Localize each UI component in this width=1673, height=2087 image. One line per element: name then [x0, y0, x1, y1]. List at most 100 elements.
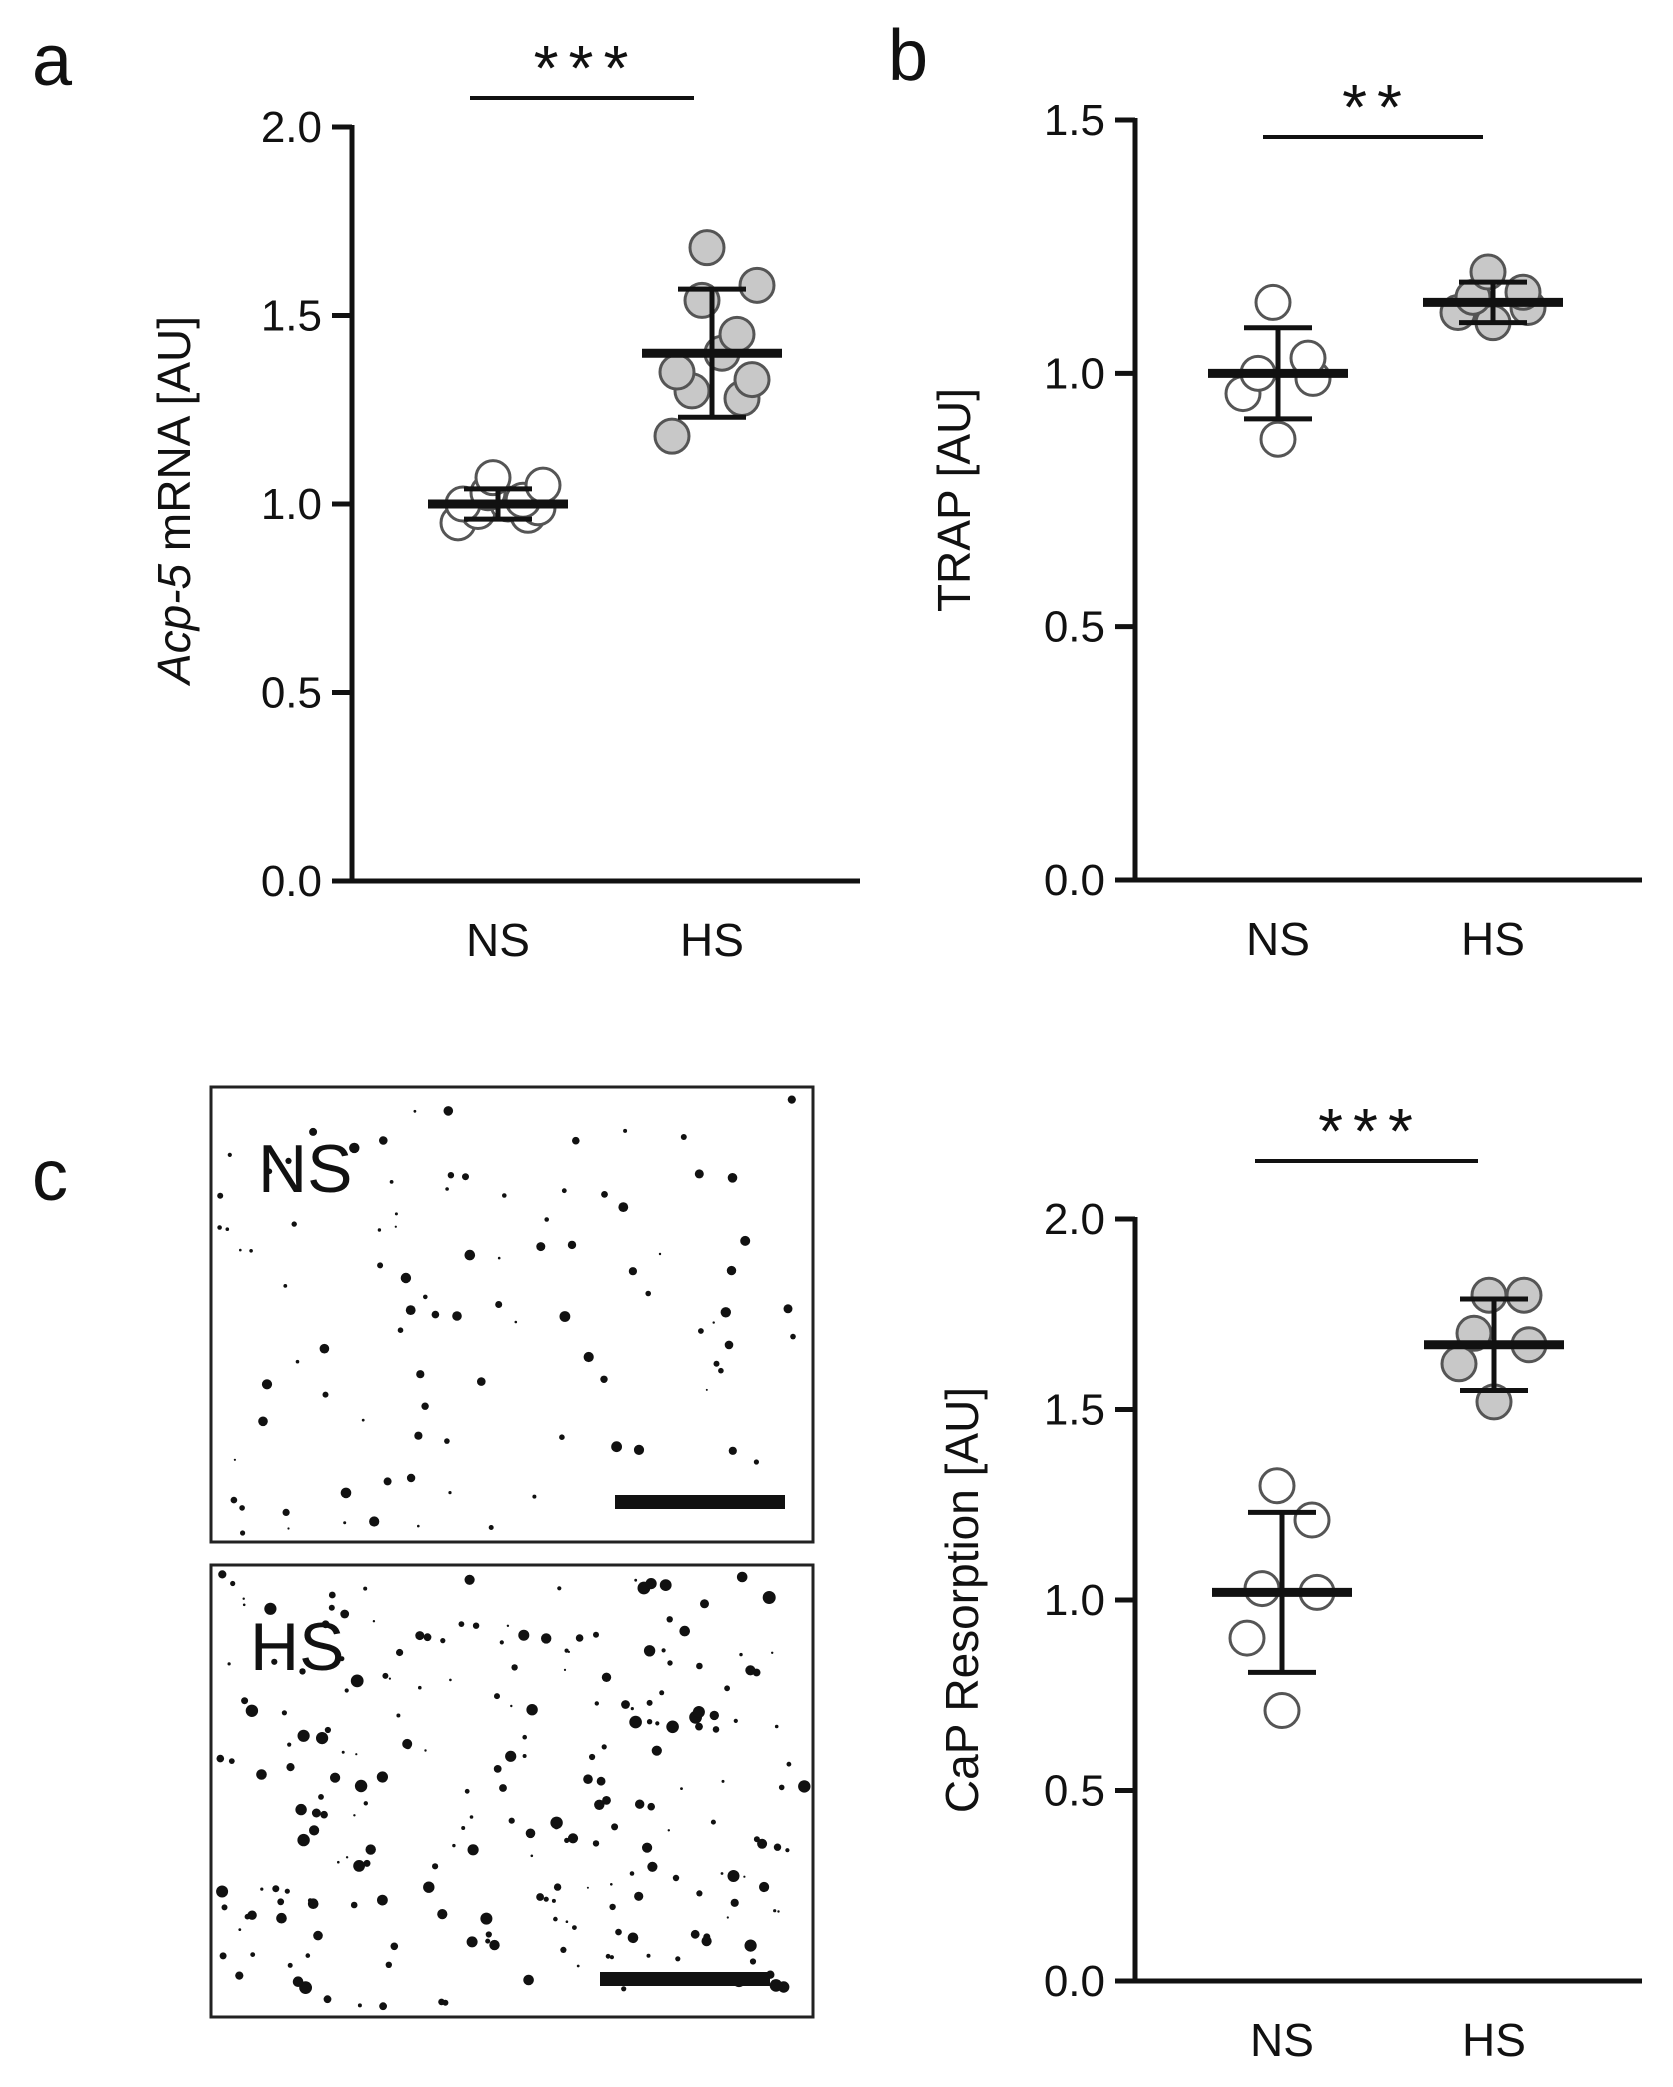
particle	[526, 1704, 538, 1716]
particle	[544, 1217, 549, 1222]
micrograph-hs-particles	[216, 1570, 811, 2011]
particle	[646, 1699, 653, 1706]
particle	[397, 1327, 404, 1333]
particle	[647, 1802, 655, 1811]
y-tick-label: 1.0	[1044, 1576, 1105, 1625]
particle	[258, 1416, 268, 1427]
particle	[235, 1971, 244, 1980]
particle	[499, 1784, 507, 1792]
panel-letter-a: a	[32, 21, 73, 101]
particle	[605, 1953, 611, 1959]
particle	[530, 1854, 534, 1858]
particle	[651, 1745, 662, 1756]
particle	[313, 1930, 323, 1941]
particle	[643, 1645, 656, 1657]
particle	[497, 1256, 501, 1260]
particle	[773, 1843, 782, 1851]
particle	[645, 1578, 657, 1590]
particle	[415, 1631, 425, 1641]
particle	[596, 1776, 606, 1786]
micrograph-ns-label: NS	[258, 1131, 352, 1207]
particle	[601, 1672, 612, 1683]
particle	[309, 1825, 320, 1836]
particle	[363, 1586, 368, 1591]
particle	[550, 1816, 563, 1830]
particle	[328, 1591, 336, 1599]
micrograph-ns-scale-bar	[615, 1495, 785, 1509]
particle	[466, 1936, 478, 1948]
particle	[447, 1172, 455, 1179]
particle	[394, 1212, 398, 1216]
particle	[744, 1939, 757, 1952]
particle	[349, 1142, 360, 1154]
particle	[609, 1903, 616, 1911]
particle	[218, 1570, 227, 1579]
particle	[328, 1604, 335, 1611]
particle	[250, 1952, 256, 1957]
particle	[505, 1750, 517, 1762]
particle	[633, 1444, 645, 1455]
particle	[696, 1890, 703, 1897]
particle	[423, 1294, 428, 1300]
particle	[418, 1685, 422, 1690]
particle	[363, 1859, 371, 1867]
particle	[778, 1784, 785, 1791]
particle	[634, 1578, 638, 1582]
particle	[344, 1688, 349, 1693]
particle	[720, 1872, 724, 1875]
particle	[432, 1863, 439, 1870]
particle	[295, 1803, 307, 1816]
particle	[297, 1833, 310, 1847]
particle	[309, 1127, 318, 1136]
particle	[563, 1668, 567, 1671]
particle	[414, 1431, 423, 1440]
particle	[266, 1168, 273, 1175]
particle	[238, 1928, 242, 1931]
data-point-hs	[718, 315, 756, 353]
particle	[502, 1193, 507, 1198]
particle	[628, 1267, 638, 1276]
particle	[594, 1701, 599, 1706]
x-category-label: NS	[466, 914, 530, 966]
particle	[739, 1652, 743, 1657]
particle	[610, 1883, 613, 1886]
particle	[316, 1732, 329, 1745]
particle	[575, 1634, 584, 1642]
particle	[532, 1494, 537, 1499]
particle	[271, 1658, 278, 1665]
particle	[594, 1799, 605, 1811]
particle	[694, 1169, 704, 1179]
particle	[385, 1961, 392, 1969]
particle	[469, 1815, 474, 1819]
particle	[786, 1761, 792, 1767]
particle	[692, 1706, 705, 1718]
particle	[277, 1898, 285, 1906]
particle	[264, 1602, 277, 1615]
particle	[377, 1262, 384, 1269]
panel-letter-c: c	[32, 1136, 68, 1216]
data-point-ns	[1258, 1467, 1296, 1505]
particle	[645, 1290, 651, 1297]
particle	[771, 1651, 774, 1655]
particle	[560, 1946, 567, 1953]
particle	[228, 1758, 235, 1764]
y-tick-label: 0.0	[1044, 1957, 1105, 2006]
y-tick-label: 1.5	[1044, 96, 1105, 145]
particle	[383, 1477, 392, 1486]
particle	[287, 1527, 290, 1530]
particle	[510, 1704, 513, 1708]
particle	[245, 1704, 259, 1718]
particle	[709, 1710, 719, 1721]
data-point-hs	[733, 361, 771, 399]
particle	[287, 1962, 293, 1968]
particle	[305, 1953, 311, 1958]
data-point-hs	[653, 417, 691, 455]
x-category-label: NS	[1246, 913, 1310, 965]
particle	[318, 1794, 324, 1800]
particle	[774, 1724, 779, 1729]
data-point-hs	[738, 266, 776, 304]
particle	[390, 1942, 399, 1951]
particle	[323, 1995, 332, 2004]
particle	[227, 1152, 232, 1157]
data-point-ns	[1228, 1619, 1266, 1657]
